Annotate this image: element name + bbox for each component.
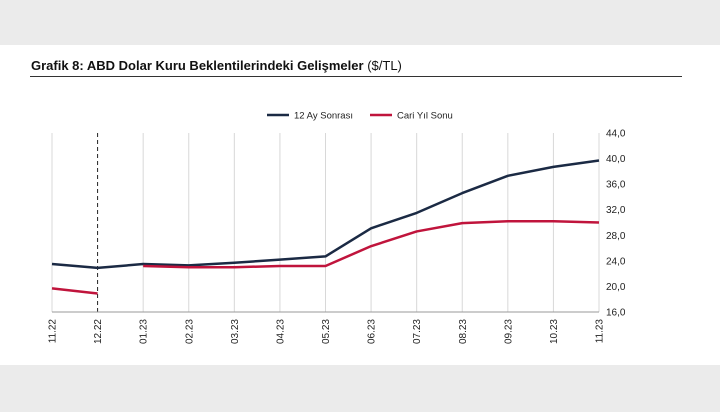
x-tick-label: 01.23 [139, 319, 150, 344]
x-tick-labels: 11.22 12.22 01.23 02.23 03.23 04.23 05.23 06.23… [48, 319, 606, 344]
legend-label-0: 12 Ay Sonrası [294, 111, 353, 122]
series-line-1 [51, 287, 98, 295]
y-tick-label: 28,0 [606, 231, 626, 242]
y-tick-label: 20,0 [606, 282, 626, 293]
x-tick-label: 05.23 [321, 319, 332, 344]
x-tick-label: 09.23 [503, 319, 514, 344]
y-tick-labels: 16,0 20,0 24,0 28,0 32,0 36,0 40,0 44,0 [606, 129, 626, 319]
y-tick-label: 16,0 [606, 308, 626, 319]
x-tick-label: 11.23 [595, 319, 606, 344]
chart-title-unit: ($/TL) [367, 58, 402, 73]
y-tick-label: 24,0 [606, 256, 626, 267]
x-tick-label: 06.23 [367, 319, 378, 344]
x-tick-label: 07.23 [412, 319, 423, 344]
grid-lines [51, 133, 600, 312]
x-tick-label: 11.22 [48, 319, 59, 344]
series-lines [51, 159, 600, 295]
y-tick-label: 36,0 [606, 180, 626, 191]
title-divider [30, 76, 682, 77]
x-tick-label: 08.23 [458, 319, 469, 344]
x-tick-label: 12.22 [93, 319, 104, 344]
series-line-1-continued [143, 219, 600, 269]
y-tick-label: 40,0 [606, 154, 626, 165]
legend-label-1: Cari Yıl Sonu [397, 111, 453, 122]
y-tick-label: 32,0 [606, 205, 626, 216]
y-tick-label: 44,0 [606, 129, 626, 140]
x-tick-label: 10.23 [549, 319, 560, 344]
x-tick-label: 04.23 [275, 319, 286, 344]
chart-title-main: Grafik 8: ABD Dolar Kuru Beklentilerinde… [31, 58, 364, 73]
legend: 12 Ay Sonrası Cari Yıl Sonu [267, 111, 453, 122]
x-tick-label: 03.23 [230, 319, 241, 344]
series-line-0 [51, 159, 600, 270]
x-tick-label: 02.23 [184, 319, 195, 344]
chart-title: Grafik 8: ABD Dolar Kuru Beklentilerinde… [31, 58, 402, 73]
